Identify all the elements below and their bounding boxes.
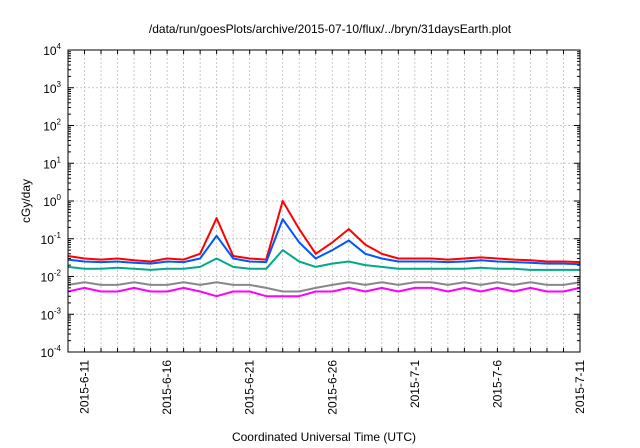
x-tick-label: 2015-7-11: [573, 360, 587, 414]
y-tick-label: 10-4: [41, 344, 62, 360]
y-tick-label: 10-3: [41, 306, 62, 322]
y-tick-label: 10-2: [41, 269, 62, 285]
x-axis-label: Coordinated Universal Time (UTC): [232, 430, 416, 444]
x-tick-label: 2015-6-11: [78, 360, 92, 414]
chart-title: /data/run/goesPlots/archive/2015-07-10/f…: [149, 22, 512, 36]
series-line-4: [67, 281, 581, 293]
y-tick-label: 103: [43, 80, 61, 96]
y-tick-label: 102: [43, 118, 61, 134]
x-tick-label: 2015-7-6: [490, 360, 504, 408]
x-tick-label: 2015-6-16: [160, 360, 174, 415]
series-line-2: [67, 218, 581, 266]
x-axis: 2015-6-11 2015-6-16 2015-6-21 2015-6-26 2015…: [67, 50, 587, 415]
x-tick-label: 2015-6-26: [325, 360, 339, 415]
x-tick-label: 2015-6-21: [243, 360, 257, 415]
series-line-3: [67, 249, 580, 271]
y-axis-label: cGy/day: [19, 179, 33, 223]
y-tick-label: 104: [43, 42, 61, 58]
y-tick-label: 10-1: [41, 231, 62, 247]
y-axis: 10-4 10-3 10-2 10-1 100 101 102 103 104: [41, 42, 580, 360]
series-line-5: [67, 286, 581, 298]
y-tick-label: 101: [43, 155, 61, 171]
series-group: [67, 200, 581, 298]
y-tick-label: 100: [43, 193, 61, 209]
series-line-1: [67, 200, 581, 264]
x-tick-label: 2015-7-1: [408, 360, 422, 408]
gridlines: [68, 50, 580, 352]
